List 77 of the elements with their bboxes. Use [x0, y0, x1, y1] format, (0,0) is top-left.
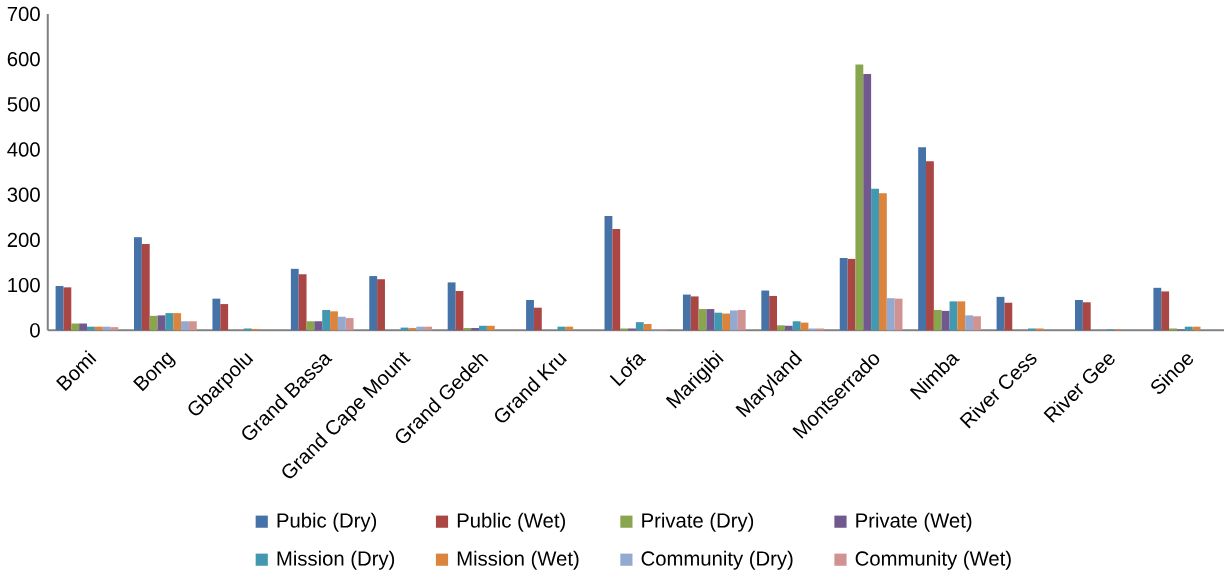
bar: [777, 325, 785, 331]
bar: [369, 276, 378, 331]
bar: [878, 193, 887, 331]
legend-label: Mission (Dry): [277, 550, 395, 570]
bar: [181, 321, 189, 331]
legend-label: Pubic (Dry): [277, 512, 377, 532]
bar: [290, 268, 299, 331]
bar: [635, 322, 644, 331]
bar: [157, 315, 166, 331]
bar: [314, 321, 323, 331]
legend-label: Mission (Wet): [457, 550, 579, 570]
bar: [941, 311, 950, 331]
legend-label: Community (Wet): [855, 550, 1011, 570]
bar: [533, 307, 542, 331]
bar: [722, 313, 730, 331]
bar: [643, 324, 652, 331]
bar: [71, 323, 80, 331]
bar: [1075, 300, 1083, 331]
bar: [973, 316, 981, 331]
bar: [871, 188, 879, 331]
bar: [149, 315, 158, 331]
legend-label: Public (Wet): [457, 512, 565, 532]
bar: [165, 313, 174, 331]
bar: [957, 301, 966, 331]
legend-label: Private (Wet): [856, 512, 972, 532]
legend-label: Private (Dry): [642, 512, 754, 532]
bar: [926, 161, 934, 331]
y-tick-label: 300: [7, 187, 40, 203]
y-tick-label: 700: [7, 6, 40, 22]
x-tick-label: Lofa: [609, 354, 647, 387]
bar: [134, 237, 142, 331]
bar: [737, 310, 746, 331]
bar: [965, 315, 974, 331]
y-tick-label: 600: [7, 52, 40, 67]
bar: [1161, 291, 1170, 331]
bar: [863, 74, 872, 331]
bar: [784, 325, 793, 331]
y-tick-label: 100: [8, 278, 40, 293]
bar: [706, 309, 715, 331]
y-tick-label: 0: [30, 323, 40, 338]
bar: [337, 316, 346, 331]
bar: [486, 325, 495, 331]
bar: [612, 229, 621, 331]
bar: [79, 323, 87, 331]
bar: [933, 310, 942, 331]
bar: [345, 318, 354, 331]
bar: [220, 304, 229, 331]
bar: [479, 325, 487, 331]
bar: [447, 282, 456, 331]
bar: [330, 311, 338, 331]
bar: [1082, 302, 1091, 331]
bar: [769, 296, 778, 331]
bar: [839, 258, 848, 331]
bar: [714, 312, 723, 331]
bar: [322, 310, 331, 331]
bar: [526, 300, 534, 331]
y-tick-label: 200: [7, 232, 40, 248]
bar: [298, 274, 307, 331]
bar: [855, 64, 864, 331]
bar: [1153, 287, 1162, 331]
bar: [690, 296, 699, 331]
y-tick-label: 500: [7, 97, 40, 112]
bar: [141, 244, 150, 331]
bar: [63, 287, 72, 331]
legend-label: Community (Dry): [641, 550, 793, 570]
bar: [173, 313, 182, 331]
bar: [188, 321, 197, 331]
y-tick-label: 400: [7, 142, 40, 157]
bar: [886, 298, 895, 331]
bar: [918, 147, 927, 331]
bar: [792, 321, 801, 331]
bar: [377, 279, 385, 331]
bar: [1004, 302, 1013, 331]
bar: [682, 294, 691, 331]
bar: [729, 310, 738, 331]
bar: [761, 290, 770, 331]
bar: [212, 298, 221, 331]
